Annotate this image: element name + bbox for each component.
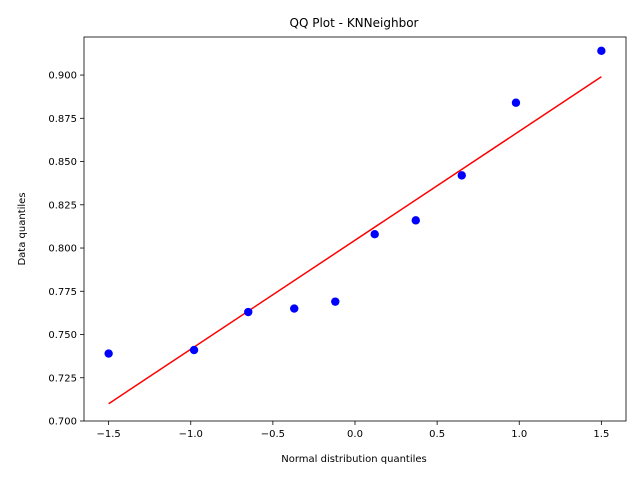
plot-area: −1.5 −1.0 −0.5 0.0 0.5 1.0 1.5 0.700 0.725 0.750 0… bbox=[48, 36, 627, 440]
x-tick-label: −1.0 bbox=[179, 429, 203, 440]
x-axis-label: Normal distribution quantiles bbox=[281, 454, 427, 465]
y-tick-label: 0.875 bbox=[48, 114, 77, 125]
data-point bbox=[244, 307, 253, 317]
chart-title: QQ Plot - KNNeighbor bbox=[290, 16, 419, 30]
x-tick-label: 1.5 bbox=[593, 429, 609, 440]
x-tick-label: 0.5 bbox=[429, 429, 445, 440]
data-point bbox=[597, 46, 606, 56]
y-tick-label: 0.825 bbox=[48, 200, 77, 211]
y-tick-label: 0.750 bbox=[48, 330, 77, 341]
data-point bbox=[411, 216, 420, 225]
y-tick-label: 0.700 bbox=[48, 417, 77, 428]
x-tick-label: −0.5 bbox=[261, 429, 285, 440]
x-tick-label: 1.0 bbox=[511, 429, 527, 440]
data-point bbox=[511, 98, 521, 107]
data-point bbox=[457, 171, 466, 180]
data-point bbox=[189, 345, 199, 355]
y-tick-label: 0.725 bbox=[48, 373, 77, 384]
x-tick-label: −1.5 bbox=[96, 429, 120, 440]
y-tick-label: 0.900 bbox=[48, 71, 77, 82]
y-tick-label: 0.775 bbox=[48, 287, 77, 298]
y-axis-label: Data quantiles bbox=[17, 192, 28, 265]
data-point bbox=[370, 229, 379, 239]
x-tick-label: 0.0 bbox=[347, 429, 363, 440]
data-point bbox=[290, 304, 299, 313]
y-tick-label: 0.800 bbox=[48, 244, 77, 255]
data-point bbox=[331, 297, 340, 306]
data-point bbox=[104, 349, 113, 358]
y-tick-label: 0.850 bbox=[48, 157, 77, 168]
